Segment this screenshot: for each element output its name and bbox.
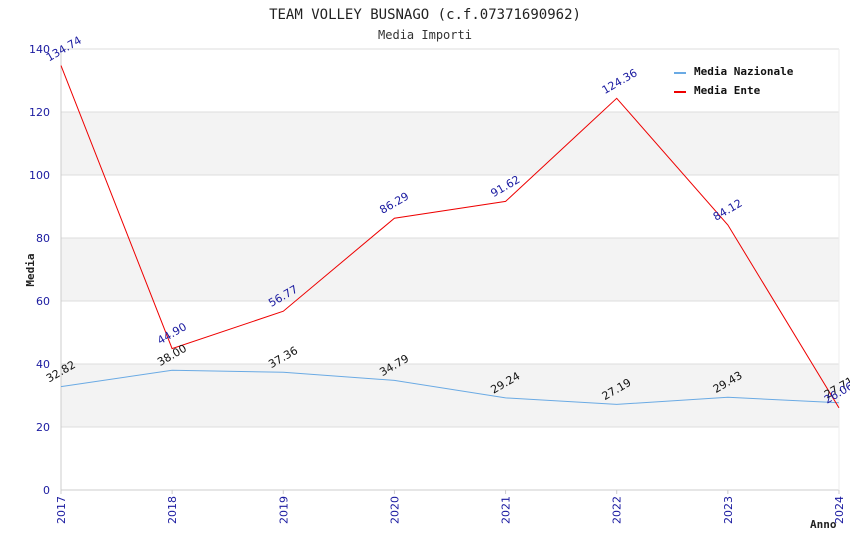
x-tick-label: 2023 <box>722 496 735 524</box>
grid-band <box>61 112 839 175</box>
x-tick-label: 2022 <box>611 496 624 524</box>
x-axis-label: Anno <box>810 518 837 531</box>
axes <box>60 49 840 491</box>
series-line-media-nazionale <box>60 369 840 405</box>
data-label-media-ente: 124.36 <box>600 66 640 97</box>
y-tick-label: 0 <box>43 484 50 497</box>
y-axis-label: Media <box>24 253 37 286</box>
data-label-media-ente: 91.62 <box>489 173 523 200</box>
series-line-media-ente <box>60 65 840 409</box>
x-tick-label: 2020 <box>388 496 401 524</box>
legend: Media Nazionale Media Ente <box>674 65 794 97</box>
series-layer <box>60 65 840 409</box>
grid-bands <box>61 112 839 427</box>
x-tick-labels: 2017 2018 2019 2020 2021 2022 2023 2024 <box>55 490 846 524</box>
x-tick-label: 2017 <box>55 496 68 524</box>
chart-title: TEAM VOLLEY BUSNAGO (c.f.07371690962) <box>269 7 581 23</box>
data-label-media-ente: 86.29 <box>377 190 411 217</box>
legend-label-media-ente: Media Ente <box>694 84 761 97</box>
grid-band <box>61 238 839 301</box>
y-tick-label: 120 <box>29 106 50 119</box>
y-tick-label: 100 <box>29 169 50 182</box>
x-tick-label: 2019 <box>277 496 290 524</box>
data-label-media-ente: 44.90 <box>155 320 189 347</box>
y-tick-label: 40 <box>36 358 50 371</box>
y-tick-label: 20 <box>36 421 50 434</box>
x-tick-label: 2024 <box>833 496 846 524</box>
data-label-media-ente: 84.12 <box>711 197 745 224</box>
grid-band <box>61 364 839 427</box>
legend-label-media-nazionale: Media Nazionale <box>694 65 794 78</box>
x-tick-label: 2018 <box>166 496 179 524</box>
y-tick-label: 80 <box>36 232 50 245</box>
y-tick-labels: 0 20 40 60 80 100 120 140 <box>29 43 50 497</box>
y-tick-label: 60 <box>36 295 50 308</box>
y-tick-label: 140 <box>29 43 50 56</box>
chart-subtitle: Media Importi <box>378 28 472 42</box>
x-tick-label: 2021 <box>500 496 513 524</box>
